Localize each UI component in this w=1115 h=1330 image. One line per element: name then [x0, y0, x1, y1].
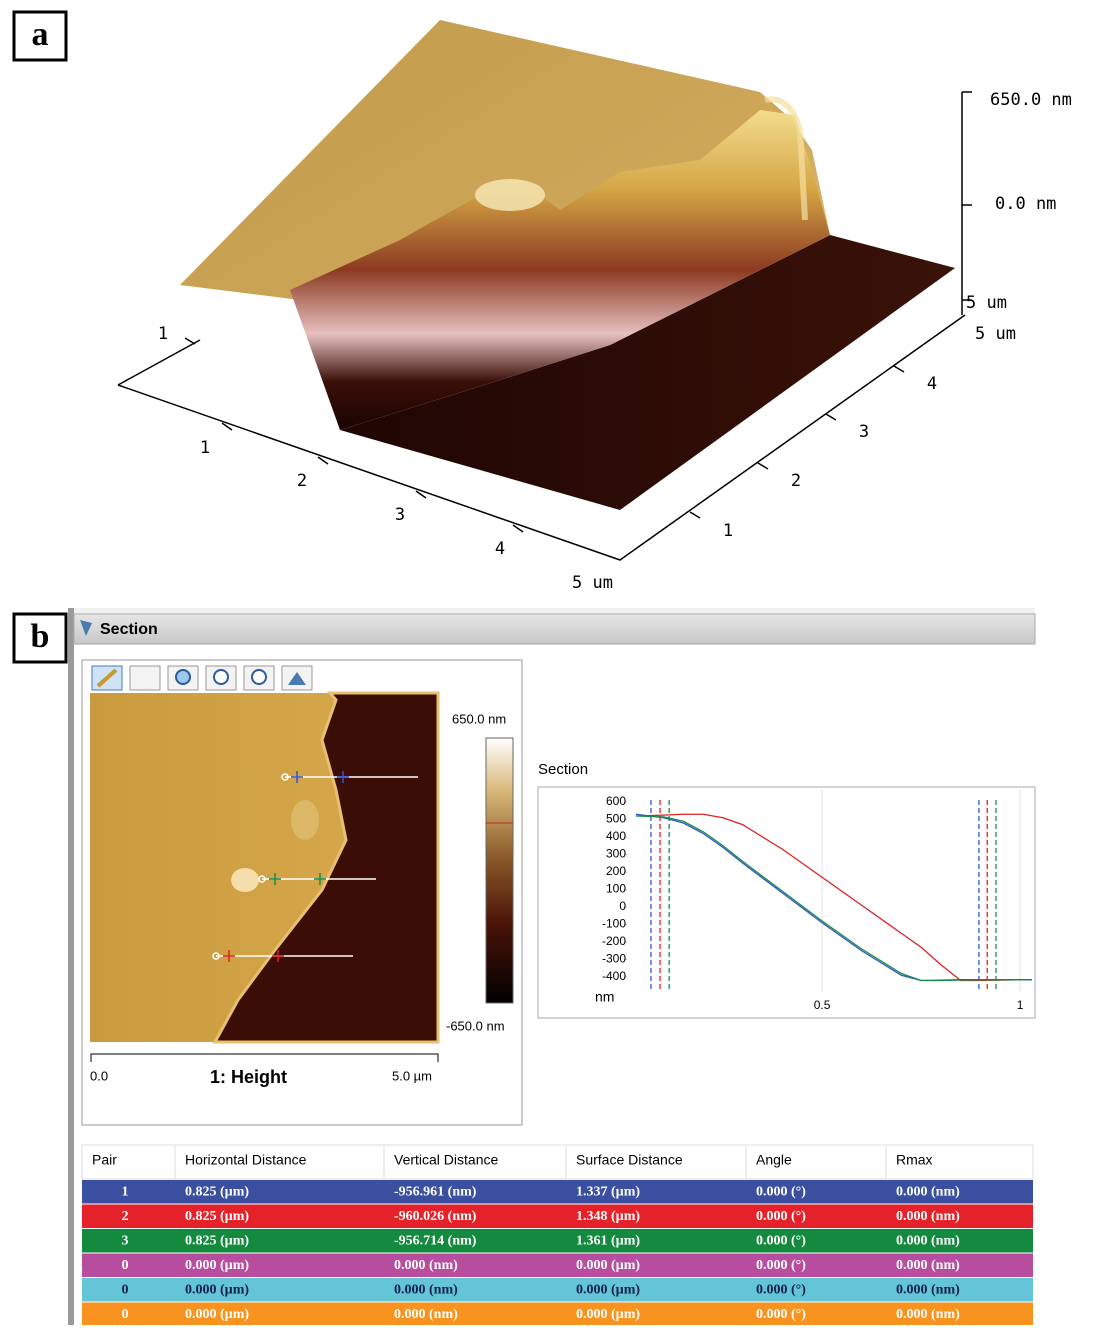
axis-tick-label: 2	[297, 471, 307, 491]
table-cell: -956.961 (nm)	[394, 1184, 477, 1199]
table-cell: 2	[122, 1209, 129, 1224]
axis-tick-label: 1	[723, 521, 733, 541]
table-cell: -956.714 (nm)	[394, 1233, 477, 1248]
table-cell: 0.000 (µm)	[576, 1258, 640, 1273]
y-axis-label: nm	[595, 989, 614, 1005]
axis-tick-label: 5 um	[975, 324, 1016, 344]
axis-tick-label: 3	[395, 505, 405, 525]
title-bar	[74, 614, 1035, 644]
y-tick-label: 300	[606, 847, 626, 861]
scale-min: -650.0 nm	[446, 1018, 505, 1033]
table-cell: 0.000 (nm)	[896, 1307, 960, 1322]
tool-button[interactable]	[130, 666, 160, 690]
y-tick-label: 200	[606, 864, 626, 878]
column-header: Surface Distance	[576, 1152, 683, 1168]
table-cell: -960.026 (nm)	[394, 1209, 477, 1224]
table-cell: 0.000 (°)	[756, 1209, 806, 1224]
height-image	[90, 693, 438, 1042]
table-cell: 0.000 (µm)	[185, 1258, 249, 1273]
column-header: Rmax	[896, 1152, 933, 1168]
table-cell: 0.000 (°)	[756, 1282, 806, 1297]
axis-tick-label: 1	[200, 438, 210, 458]
axis-tick-label: 2	[791, 471, 801, 491]
axis-tick-label: 1	[158, 324, 168, 344]
table-cell: 0.000 (°)	[756, 1233, 806, 1248]
z-tick-label: 5 um	[966, 293, 1007, 313]
table-cell: 0.000 (°)	[756, 1258, 806, 1273]
table-cell: 0.000 (nm)	[896, 1258, 960, 1273]
table-cell: 0.000 (nm)	[896, 1209, 960, 1224]
scale-max: 650.0 nm	[452, 711, 506, 726]
table-cell: 0.000 (°)	[756, 1307, 806, 1322]
z-tick-label: 0.0 nm	[995, 194, 1056, 214]
y-tick-label: -400	[602, 969, 626, 983]
table-cell: 0.825 (µm)	[185, 1233, 249, 1248]
page: a 650.0 nm 0.0 nm 5 um 1 1 2 3 4 5 um 1 …	[0, 0, 1115, 1325]
column-header: Horizontal Distance	[185, 1152, 307, 1168]
panel-label: a	[32, 16, 49, 53]
y-tick-label: -200	[602, 934, 626, 948]
table-cell: 0	[122, 1282, 129, 1297]
table-cell: 0.000 (nm)	[394, 1307, 458, 1322]
column-header: Vertical Distance	[394, 1152, 498, 1168]
window-edge	[68, 608, 74, 1325]
y-tick-label: -300	[602, 952, 626, 966]
table: Pair Horizontal Distance Vertical Distance…	[82, 1145, 1033, 1325]
y-tick-label: 100	[606, 882, 626, 896]
column-header: Angle	[756, 1152, 792, 1168]
y-tick-label: -100	[602, 917, 626, 931]
axis-tick-label: 4	[495, 539, 505, 559]
table-cell: 0.000 (nm)	[394, 1258, 458, 1273]
y-tick-label: 600	[606, 794, 626, 808]
table-cell: 0.000 (nm)	[896, 1233, 960, 1248]
table-cell: 0.825 (µm)	[185, 1184, 249, 1199]
table-cell: 0.000 (µm)	[576, 1307, 640, 1322]
y-tick-label: 500	[606, 812, 626, 826]
x-tick-label: 1	[1017, 998, 1024, 1012]
channel-label: 1: Height	[210, 1067, 287, 1087]
table-cell: 0.825 (µm)	[185, 1209, 249, 1224]
axis-tick-label: 4	[927, 374, 937, 394]
column-header: Pair	[92, 1152, 117, 1168]
table-cell: 0	[122, 1307, 129, 1322]
table-cell: 0.000 (nm)	[394, 1282, 458, 1297]
z-tick-label: 650.0 nm	[990, 90, 1072, 110]
y-tick-label: 400	[606, 829, 626, 843]
window-title: Section	[100, 621, 158, 638]
figure: a 650.0 nm 0.0 nm 5 um 1 1 2 3 4 5 um 1 …	[0, 0, 1115, 1325]
chart-title: Section	[538, 761, 588, 778]
table-cell: 0.000 (µm)	[185, 1307, 249, 1322]
scale-start: 0.0	[90, 1068, 108, 1083]
table-cell: 0.000 (nm)	[896, 1184, 960, 1199]
surface-3d	[180, 20, 955, 510]
table-cell: 0.000 (µm)	[185, 1282, 249, 1297]
axis-tick-label: 3	[859, 422, 869, 442]
table-cell: 0	[122, 1258, 129, 1273]
table-cell: 1.348 (µm)	[576, 1209, 640, 1224]
table-cell: 1	[122, 1184, 129, 1199]
table-cell: 1.337 (µm)	[576, 1184, 640, 1199]
scale-end: 5.0 µm	[392, 1068, 432, 1083]
color-scale	[486, 738, 513, 1003]
x-tick-label: 0.5	[814, 998, 831, 1012]
table-cell: 0.000 (µm)	[576, 1282, 640, 1297]
panel-label: b	[31, 618, 50, 655]
y-tick-label: 0	[619, 899, 626, 913]
table-cell: 0.000 (°)	[756, 1184, 806, 1199]
table-cell: 3	[122, 1233, 129, 1248]
axis-tick-label: 5 um	[572, 573, 613, 593]
table-cell: 0.000 (nm)	[896, 1282, 960, 1297]
table-cell: 1.361 (µm)	[576, 1233, 640, 1248]
